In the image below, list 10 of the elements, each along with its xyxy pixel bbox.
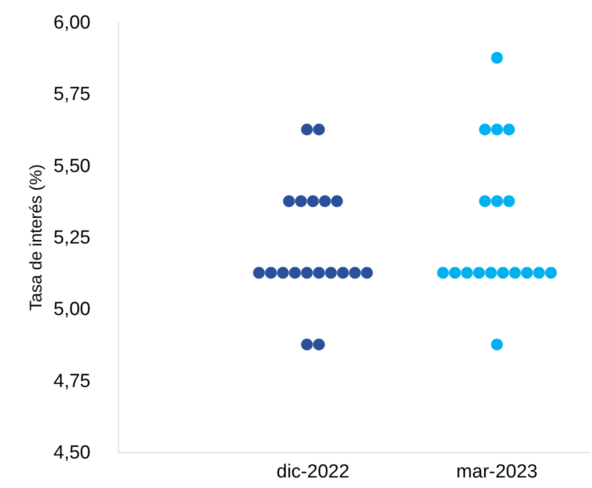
y-tick-label: 6,00 [54, 12, 90, 34]
x-tick-label: mar-2023 [456, 462, 538, 482]
y-tick-label: 5,25 [54, 228, 90, 248]
y-tick-label: 4,75 [54, 370, 90, 392]
y-tick-label: 4,50 [54, 442, 90, 464]
y-tick-label: 5,75 [54, 84, 90, 106]
y-axis-title: Tasa de interés (%) [26, 164, 46, 311]
y-tick-label: 5,50 [54, 156, 90, 177]
x-tick-label: dic-2022 [276, 462, 350, 482]
y-tick-label: 5,00 [54, 299, 90, 320]
